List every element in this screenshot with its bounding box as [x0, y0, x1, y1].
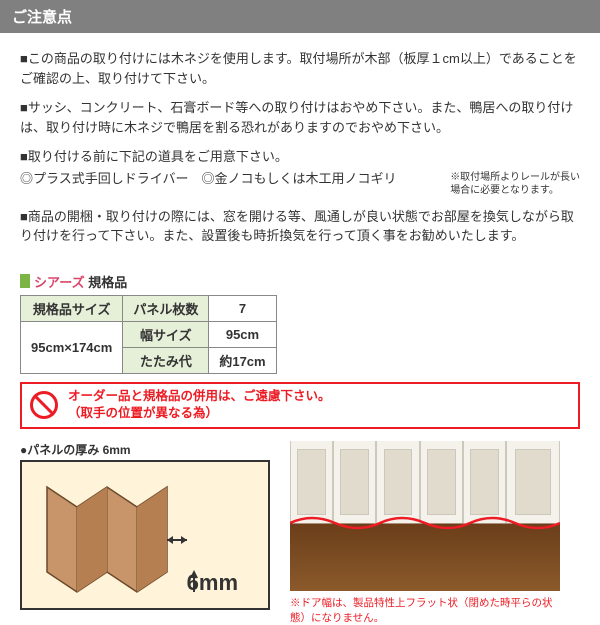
photo-box: [290, 441, 560, 591]
td-panels: 7: [209, 295, 276, 321]
note-3-aside: ※取付場所よりレールが長い 場合に必要となります。: [450, 169, 580, 197]
table-row: 規格品サイズ パネル枚数 7: [21, 295, 277, 321]
red-wave-line: [290, 513, 560, 533]
th-fold: たたみ代: [123, 347, 209, 373]
note-3-tools: ◎プラス式手回しドライバー ◎金ノコもしくは木工用ノコギリ: [20, 169, 442, 189]
spec-table: 規格品サイズ パネル枚数 7 95cm×174cm 幅サイズ 95cm たたみ代…: [20, 295, 277, 374]
note-3-sub: ◎プラス式手回しドライバー ◎金ノコもしくは木工用ノコギリ ※取付場所よりレール…: [20, 169, 580, 197]
spec-title: シアーズ 規格品: [34, 272, 127, 291]
spec-brand: シアーズ: [34, 275, 85, 290]
panel-box: 6mm: [20, 460, 270, 610]
panel-thickness-diagram: ●パネルの厚み 6mm 6mm: [20, 441, 270, 625]
door-panel: [463, 441, 506, 524]
th-size: 規格品サイズ: [21, 295, 123, 321]
door-panel: [333, 441, 376, 524]
panel-title: ●パネルの厚み 6mm: [20, 441, 270, 458]
warning-line1: オーダー品と規格品の併用は、ご遠慮下さい。: [68, 388, 331, 406]
th-width: 幅サイズ: [123, 321, 209, 347]
spec-marker-icon: [20, 274, 30, 288]
door-panel: [506, 441, 560, 524]
note-3-main: ■取り付ける前に下記の道具をご用意下さい。: [20, 147, 580, 167]
note-3: ■取り付ける前に下記の道具をご用意下さい。 ◎プラス式手回しドライバー ◎金ノコ…: [20, 147, 580, 197]
td-width: 95cm: [209, 321, 276, 347]
th-panels: パネル枚数: [123, 295, 209, 321]
warning-box: オーダー品と規格品の併用は、ご遠慮下さい。 （取手の位置が異なる為）: [20, 382, 580, 429]
spec-suffix: 規格品: [85, 275, 128, 290]
header-bar: ご注意点: [0, 0, 600, 33]
warning-text: オーダー品と規格品の併用は、ご遠慮下さい。 （取手の位置が異なる為）: [68, 388, 331, 423]
door-panel: [420, 441, 463, 524]
photo-caption: ※ドア幅は、製品特性上フラット状（閉めた時平らの状態）になりません。: [290, 595, 560, 625]
thickness-value: 6mm: [187, 570, 238, 596]
note-1: ■この商品の取り付けには木ネジを使用します。取付場所が木部（板厚１cm以上）であ…: [20, 49, 580, 88]
warning-line2: （取手の位置が異なる為）: [68, 405, 331, 423]
photo-diagram: ※ドア幅は、製品特性上フラット状（閉めた時平らの状態）になりません。: [290, 441, 560, 625]
notes-section: ■この商品の取り付けには木ネジを使用します。取付場所が木部（板厚１cm以上）であ…: [0, 33, 600, 266]
table-row: 95cm×174cm 幅サイズ 95cm: [21, 321, 277, 347]
header-title: ご注意点: [12, 9, 72, 26]
note-4: ■商品の開梱・取り付けの際には、窓を開ける等、風通しが良い状態でお部屋を換気しな…: [20, 207, 580, 246]
prohibit-icon: [30, 391, 58, 419]
thickness-label: 6mm: [187, 570, 238, 596]
td-fold: 約17cm: [209, 347, 276, 373]
note-2: ■サッシ、コンクリート、石膏ボード等への取り付けはおやめ下さい。また、鴨居への取…: [20, 98, 580, 137]
spec-header: シアーズ 規格品: [20, 272, 600, 291]
td-size: 95cm×174cm: [21, 321, 123, 373]
door-panel: [376, 441, 419, 524]
door-panel: [290, 441, 333, 524]
diagrams-row: ●パネルの厚み 6mm 6mm: [20, 441, 580, 625]
